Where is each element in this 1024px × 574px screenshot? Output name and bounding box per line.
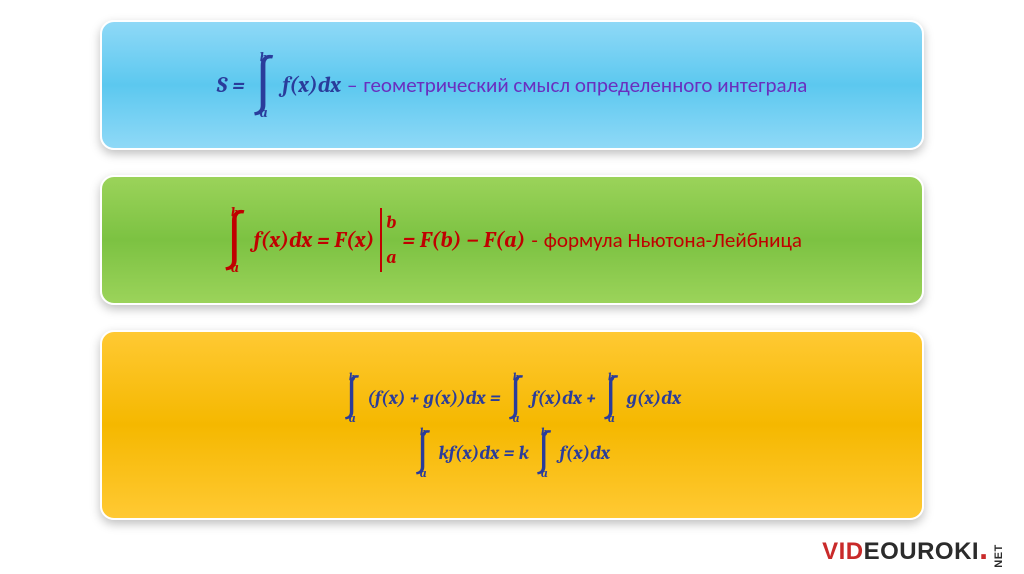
seg-3a-3: g(x)dx bbox=[627, 387, 682, 409]
limit-lower: a bbox=[231, 261, 239, 275]
integral-sign: ∫ bbox=[343, 381, 362, 414]
integral-sign: ∫ bbox=[535, 436, 554, 469]
integral-symbol-3b: b ∫ a bbox=[507, 371, 526, 424]
seg-3a-1: (f(x) + g(x))dx = bbox=[367, 387, 500, 409]
lhs-2: f(x)dx = F(x) bbox=[254, 227, 375, 253]
watermark-part2: EOUROKI bbox=[864, 538, 980, 566]
integral-symbol-2: b ∫ a bbox=[222, 206, 248, 275]
integral-sign: ∫ bbox=[251, 63, 277, 108]
rhs-2: = F(b) − F(a) bbox=[402, 227, 525, 253]
integral-sign: ∫ bbox=[414, 436, 433, 469]
panel-newton-leibniz: b ∫ a f(x)dx = F(x) b a = F(b) − F(a) - … bbox=[100, 175, 924, 305]
limit-lower: a bbox=[349, 412, 356, 424]
watermark-part1: VID bbox=[822, 538, 864, 566]
integrand-1: f(x)dx bbox=[282, 72, 341, 98]
formula-row-2: b ∫ a f(x)dx = F(x) b a = F(b) − F(a) - … bbox=[222, 206, 802, 275]
description-2: формула Ньютона-Лейбница bbox=[544, 227, 802, 253]
integral-sign: ∫ bbox=[602, 381, 621, 414]
panel-properties: b ∫ a (f(x) + g(x))dx = b ∫ a f(x)dx + b… bbox=[100, 330, 924, 520]
dash-1: – bbox=[347, 72, 357, 98]
integral-symbol-3a: b ∫ a bbox=[343, 371, 362, 424]
eval-upper: b bbox=[386, 212, 396, 233]
dash-2: - bbox=[531, 227, 537, 253]
eval-limits: b a bbox=[386, 212, 396, 268]
formula-row-1: S = b ∫ a f(x)dx – геометрический смысл … bbox=[217, 51, 808, 120]
seg-3a-2: f(x)dx + bbox=[531, 387, 595, 409]
limit-lower: a bbox=[541, 467, 548, 479]
integral-symbol-1: b ∫ a bbox=[251, 51, 277, 120]
integral-sign: ∫ bbox=[507, 381, 526, 414]
evaluation-bar: b a bbox=[380, 208, 396, 272]
vertical-bar bbox=[380, 208, 382, 272]
symbol-S-equals: S = bbox=[217, 72, 245, 98]
description-1: геометрический смысл определенного интег… bbox=[363, 72, 807, 98]
seg-3b-1: kf(x)dx = k bbox=[438, 442, 528, 464]
limit-lower: a bbox=[260, 106, 268, 120]
integral-symbol-3c: b ∫ a bbox=[602, 371, 621, 424]
eval-lower: a bbox=[386, 247, 396, 268]
limit-lower: a bbox=[608, 412, 615, 424]
limit-lower: a bbox=[420, 467, 427, 479]
formula-row-3b: b ∫ a kf(x)dx = k b ∫ a f(x)dx bbox=[414, 426, 610, 479]
integral-symbol-3d: b ∫ a bbox=[414, 426, 433, 479]
watermark-net: NET bbox=[992, 544, 1004, 568]
integral-symbol-3e: b ∫ a bbox=[535, 426, 554, 479]
formula-row-3a: b ∫ a (f(x) + g(x))dx = b ∫ a f(x)dx + b… bbox=[343, 371, 682, 424]
seg-3b-2: f(x)dx bbox=[560, 442, 611, 464]
watermark-logo: VIDEOUROKI.NET bbox=[822, 538, 1010, 566]
panel-geometric-meaning: S = b ∫ a f(x)dx – геометрический смысл … bbox=[100, 20, 924, 150]
integral-sign: ∫ bbox=[222, 218, 248, 263]
limit-lower: a bbox=[513, 412, 520, 424]
